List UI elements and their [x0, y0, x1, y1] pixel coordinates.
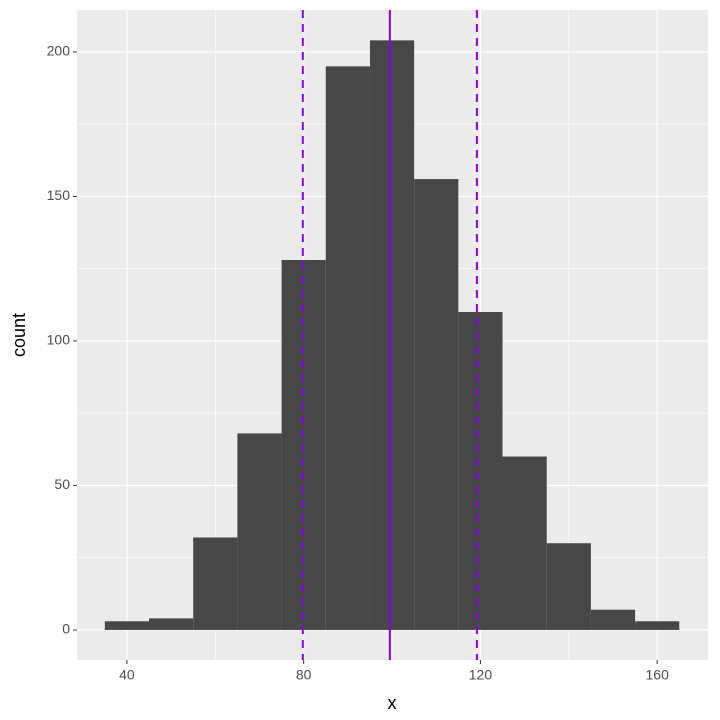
- bar: [237, 433, 282, 630]
- bar: [635, 621, 680, 630]
- bar: [325, 66, 370, 630]
- y-tick-label: 0: [62, 621, 70, 637]
- bar: [369, 40, 415, 630]
- x-tick-label: 40: [119, 667, 135, 683]
- y-axis-title: count: [9, 313, 29, 357]
- y-tick-label: 100: [47, 332, 71, 348]
- x-tick-label: 120: [469, 667, 493, 683]
- bar: [149, 618, 194, 630]
- y-tick-label: 150: [47, 187, 71, 203]
- bar: [502, 456, 547, 630]
- x-tick-label: 160: [646, 667, 670, 683]
- x-tick-label: 80: [296, 667, 312, 683]
- bar: [193, 537, 238, 630]
- bar: [104, 621, 150, 630]
- x-axis-title: x: [388, 693, 397, 713]
- y-tick-label: 200: [47, 43, 71, 59]
- bar: [414, 179, 459, 630]
- y-tick-label: 50: [54, 476, 70, 492]
- bar: [590, 609, 636, 630]
- bar: [546, 543, 591, 630]
- bar: [458, 312, 503, 630]
